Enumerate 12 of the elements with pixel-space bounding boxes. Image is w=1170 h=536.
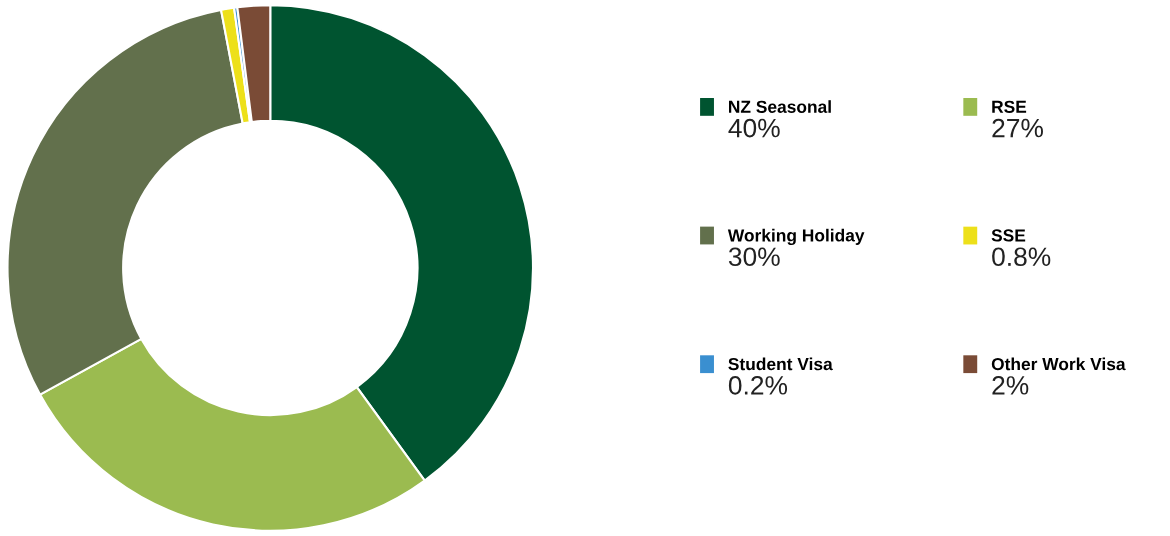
data-label: 2% [992, 376, 1029, 395]
legend-label: Working Holiday [727, 228, 865, 246]
data-label: 0.8% [992, 247, 1051, 267]
legend-label: Other Work Visa [991, 357, 1126, 371]
data-label: 30% [728, 247, 780, 267]
data-label: 0.2% [728, 376, 788, 395]
data-label: 40% [728, 118, 780, 138]
legend-label: Student Visa [728, 357, 833, 371]
legend-label: SSE [991, 229, 1026, 242]
legend-label: RSE [992, 100, 1027, 113]
legend-label: NZ Seasonal [729, 100, 831, 113]
data-label: 27% [992, 118, 1043, 138]
